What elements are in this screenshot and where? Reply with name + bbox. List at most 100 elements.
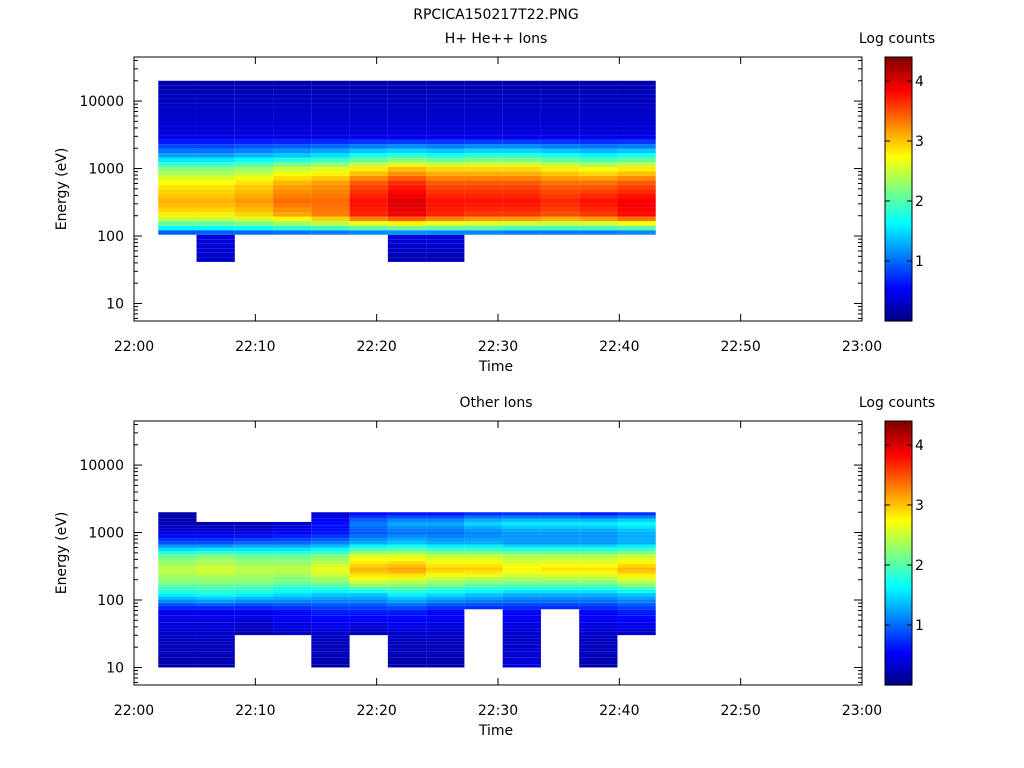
heatmap-cell (579, 593, 618, 597)
heatmap-cell (464, 166, 503, 172)
colorbar-swatch (885, 270, 912, 274)
colorbar-swatch (885, 507, 912, 511)
heatmap-cell (158, 606, 197, 610)
y-tick-label: 10 (106, 660, 124, 676)
heatmap-cell (540, 567, 580, 571)
heatmap-cell (234, 139, 274, 145)
heatmap-cell (579, 175, 618, 181)
y-tick-label: 1000 (88, 526, 124, 542)
heatmap-cell (387, 80, 427, 86)
heatmap-cell (464, 554, 503, 558)
heatmap-cell (387, 599, 427, 603)
heatmap-cell (311, 560, 350, 564)
heatmap-cell (196, 625, 235, 629)
colorbar-swatch (885, 162, 912, 166)
colorbar-swatch (885, 85, 912, 89)
heatmap-cell (426, 570, 465, 574)
heatmap-cell (464, 89, 503, 95)
heatmap-cell (196, 609, 235, 613)
heatmap-cell (387, 166, 427, 172)
heatmap-cell (502, 625, 541, 629)
heatmap-cell (502, 657, 541, 662)
heatmap-cell (196, 631, 235, 636)
heatmap-cell (311, 628, 350, 632)
colorbar-swatch (885, 543, 912, 547)
heatmap-cell (540, 107, 580, 113)
heatmap-cell (426, 534, 465, 539)
colorbar-swatch (885, 471, 912, 475)
heatmap-cell (158, 518, 197, 522)
heatmap-cell (311, 153, 350, 158)
heatmap-cell (158, 171, 197, 176)
heatmap-cell (273, 631, 312, 636)
heatmap-cell (502, 541, 541, 545)
colorbar-swatch (885, 637, 912, 640)
heatmap-cell (617, 153, 656, 158)
colorbar-swatch (885, 160, 912, 164)
heatmap-cell (617, 615, 656, 619)
colorbar-swatch (885, 639, 912, 643)
heatmap-cell (196, 198, 235, 204)
colorbar-swatch (885, 220, 912, 224)
heatmap-cell (196, 252, 235, 258)
heatmap-cell (540, 221, 580, 226)
heatmap-cell (464, 531, 503, 535)
heatmap-cell (426, 139, 465, 145)
heatmap-cell (387, 657, 427, 662)
heatmap-cell (464, 80, 503, 86)
heatmap-cell (464, 515, 503, 519)
heatmap-cell (387, 116, 427, 122)
heatmap-cell (273, 586, 312, 590)
heatmap-cell (349, 153, 388, 158)
colorbar-frame (884, 420, 913, 686)
heatmap-cell (158, 544, 197, 548)
heatmap-cell (234, 596, 274, 600)
heatmap-cell (196, 126, 235, 131)
heatmap-cell (311, 189, 350, 194)
colorbar-swatch (885, 102, 912, 106)
heatmap-cell (158, 557, 197, 561)
heatmap-cell (349, 525, 388, 529)
heatmap-cell (579, 625, 618, 629)
colorbar-swatch (885, 565, 912, 568)
colorbar-swatch (885, 97, 912, 101)
colorbar-tick-label: 3 (915, 498, 924, 514)
x-axis-label: Time (478, 723, 513, 739)
heatmap-cell (617, 567, 656, 571)
heatmap-cell (617, 606, 656, 610)
colorbar-swatch (885, 309, 912, 312)
heatmap-cell (502, 166, 541, 172)
heatmap-cell (196, 573, 235, 577)
x-tick-label: 22:30 (478, 703, 518, 719)
heatmap-cell (311, 180, 350, 185)
colorbar-swatch (885, 490, 912, 494)
colorbar-swatch (885, 167, 912, 171)
heatmap-cell (234, 135, 274, 140)
colorbar-tick-label: 4 (915, 74, 924, 90)
heatmap-cell (617, 230, 656, 235)
heatmap-cell (349, 563, 388, 568)
heatmap-cell (540, 171, 580, 176)
heatmap-cell (464, 512, 503, 516)
heatmap-cell (387, 651, 427, 655)
heatmap-cell (617, 557, 656, 561)
heatmap-cell (196, 583, 235, 587)
heatmap-cell (387, 212, 427, 217)
colorbar-swatch (885, 277, 912, 281)
heatmap-cell (540, 599, 580, 603)
heatmap-cell (196, 534, 235, 539)
heatmap-cell (540, 602, 580, 607)
colorbar-swatch (885, 440, 912, 444)
heatmap-cell (579, 534, 618, 539)
heatmap-cell (464, 586, 503, 590)
heatmap-cell (311, 94, 350, 99)
heatmap-cell (273, 94, 312, 99)
heatmap-cell (234, 570, 274, 574)
heatmap-cell (234, 612, 274, 616)
heatmap-cell (349, 203, 388, 208)
heatmap-cell (579, 193, 618, 199)
heatmap-cell (311, 116, 350, 122)
colorbar-swatch (885, 165, 912, 168)
heatmap-cell (273, 547, 312, 552)
heatmap-cell (196, 528, 235, 532)
